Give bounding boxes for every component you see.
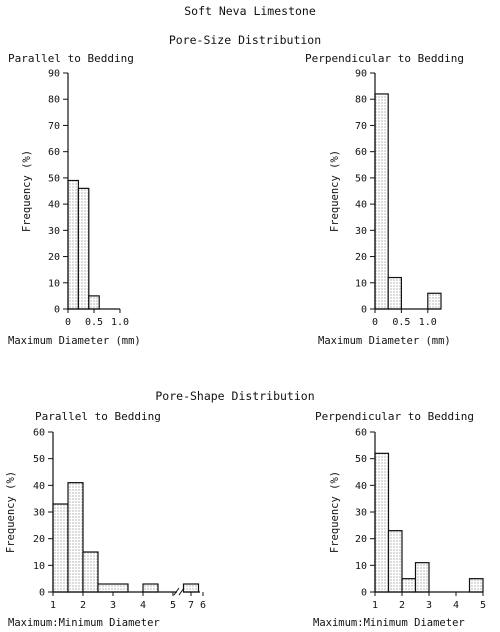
y-tick-label: 60 bbox=[48, 147, 60, 158]
panel-title: Perpendicular to Bedding bbox=[315, 410, 474, 423]
y-tick-label: 50 bbox=[355, 454, 367, 465]
axis-break-mark bbox=[173, 587, 180, 596]
x-axis-label: Maximum Diameter (mm) bbox=[8, 335, 141, 347]
section-title-pore-size: Pore-Size Distribution bbox=[169, 33, 321, 47]
y-tick-label: 30 bbox=[48, 226, 60, 237]
y-tick-label: 90 bbox=[355, 69, 367, 80]
x-tick-label: 6 bbox=[200, 600, 206, 611]
chart-size-perpendicular: Perpendicular to Bedding Maximum Diameter… bbox=[305, 52, 464, 347]
y-tick-label: 50 bbox=[48, 173, 60, 184]
bar-1 bbox=[387, 530, 403, 593]
y-tick-label: 30 bbox=[33, 508, 45, 519]
bar-0 bbox=[374, 93, 389, 310]
x-tick-label: 0.5 bbox=[85, 317, 103, 328]
y-tick-label: 40 bbox=[355, 200, 367, 211]
y-tick-label: 80 bbox=[355, 95, 367, 106]
x-tick-label: 1 bbox=[372, 600, 378, 611]
y-axis-label: Frequency (%) bbox=[5, 471, 17, 553]
y-tick-label: 30 bbox=[355, 508, 367, 519]
bar-3 bbox=[414, 562, 430, 593]
x-tick-label: 3 bbox=[426, 600, 432, 611]
bar-5 bbox=[182, 583, 200, 593]
x-tick-label: 4 bbox=[453, 600, 459, 611]
y-tick-label: 40 bbox=[33, 481, 45, 492]
x-axis-label: Maximum:Minimum Diameter bbox=[313, 617, 465, 629]
x-tick-label: 5 bbox=[480, 600, 486, 611]
x-tick-label: 1.0 bbox=[419, 317, 437, 328]
y-tick-label: 20 bbox=[355, 534, 367, 545]
section-title-pore-shape: Pore-Shape Distribution bbox=[155, 389, 314, 403]
axis-break-mark bbox=[178, 587, 185, 596]
y-tick-label: 20 bbox=[48, 252, 60, 263]
y-tick-label: 50 bbox=[355, 173, 367, 184]
x-tick-label: 1.0 bbox=[111, 317, 129, 328]
y-tick-label: 10 bbox=[355, 561, 367, 572]
y-tick-label: 50 bbox=[33, 454, 45, 465]
x-tick-label: 1 bbox=[50, 600, 56, 611]
y-tick-label: 0 bbox=[361, 588, 367, 599]
y-axis-label: Frequency (%) bbox=[329, 150, 341, 232]
x-tick-label: 0.5 bbox=[392, 317, 410, 328]
y-tick-label: 0 bbox=[54, 305, 60, 316]
y-tick-label: 60 bbox=[355, 147, 367, 158]
y-tick-label: 40 bbox=[355, 481, 367, 492]
bar-1 bbox=[67, 482, 84, 593]
x-axis-label: Maximum:Minimum Diameter bbox=[8, 617, 160, 629]
bar-4 bbox=[142, 583, 159, 593]
bar-5 bbox=[468, 578, 484, 593]
x-tick-label: 4 bbox=[140, 600, 146, 611]
y-tick-label: 60 bbox=[355, 428, 367, 439]
y-axis-label: Frequency (%) bbox=[21, 150, 33, 232]
x-tick-label: 5 bbox=[170, 600, 176, 611]
x-axis-label: Maximum Diameter (mm) bbox=[318, 335, 451, 347]
chart-shape-parallel: Parallel to Bedding Maximum:Minimum Diame… bbox=[5, 410, 206, 629]
bar-2 bbox=[82, 551, 99, 593]
panel-title: Parallel to Bedding bbox=[35, 410, 161, 423]
x-tick-label: 0 bbox=[65, 317, 71, 328]
bar-0 bbox=[374, 452, 390, 593]
y-tick-label: 70 bbox=[48, 121, 60, 132]
y-tick-label: 80 bbox=[48, 95, 60, 106]
bar-0 bbox=[67, 179, 79, 310]
bar-2 bbox=[401, 578, 417, 593]
y-tick-label: 40 bbox=[48, 200, 60, 211]
bar-2 bbox=[88, 295, 100, 310]
figure-title: Soft Neva Limestone bbox=[184, 4, 316, 18]
x-tick-label: 7 bbox=[188, 600, 194, 611]
y-tick-label: 20 bbox=[33, 534, 45, 545]
panel-title: Perpendicular to Bedding bbox=[305, 52, 464, 65]
y-tick-label: 70 bbox=[355, 121, 367, 132]
x-tick-label: 2 bbox=[80, 600, 86, 611]
y-tick-label: 60 bbox=[33, 428, 45, 439]
y-tick-label: 20 bbox=[355, 252, 367, 263]
chart-size-parallel: Parallel to Bedding Maximum Diameter (mm)… bbox=[8, 52, 141, 347]
y-tick-label: 0 bbox=[39, 588, 45, 599]
bar-1 bbox=[77, 187, 90, 310]
bar-3 bbox=[97, 583, 129, 593]
y-tick-label: 10 bbox=[355, 278, 367, 289]
y-tick-label: 0 bbox=[361, 305, 367, 316]
x-tick-label: 2 bbox=[399, 600, 405, 611]
y-tick-label: 30 bbox=[355, 226, 367, 237]
bar-0 bbox=[52, 503, 69, 593]
x-tick-label: 0 bbox=[372, 317, 378, 328]
bar-2 bbox=[427, 292, 442, 310]
x-tick-label: 3 bbox=[110, 600, 116, 611]
y-tick-label: 10 bbox=[48, 278, 60, 289]
y-tick-label: 10 bbox=[33, 561, 45, 572]
panel-title: Parallel to Bedding bbox=[8, 52, 134, 65]
chart-shape-perpendicular: Perpendicular to Bedding Maximum:Minimum … bbox=[313, 410, 486, 629]
y-tick-label: 90 bbox=[48, 69, 60, 80]
y-axis-label: Frequency (%) bbox=[329, 471, 341, 553]
bar-1 bbox=[387, 276, 403, 310]
